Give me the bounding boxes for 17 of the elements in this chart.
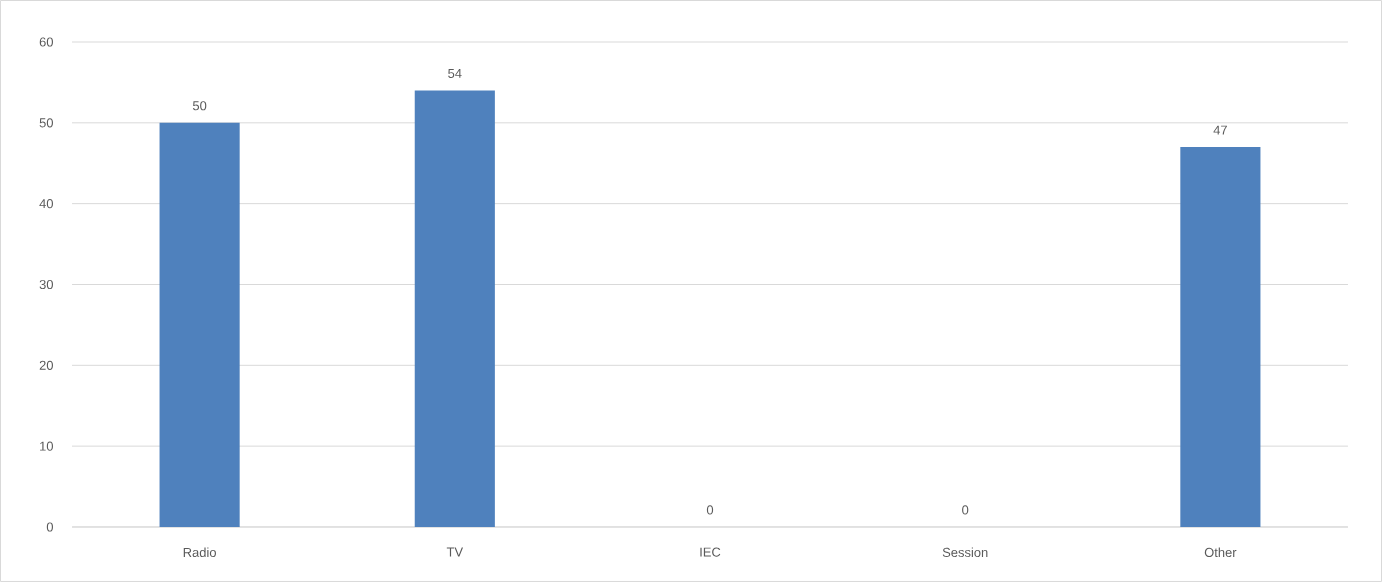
y-tick-label: 0 — [46, 522, 53, 532]
x-tick-label: IEC — [700, 547, 721, 557]
y-tick-label: 10 — [40, 441, 53, 451]
x-tick-label: Other — [1204, 547, 1237, 558]
data-label: 0 — [962, 505, 969, 515]
x-tick-label: Session — [942, 547, 988, 558]
data-label: 47 — [1213, 125, 1227, 135]
data-label: 0 — [706, 505, 714, 515]
y-tick-label: 60 — [39, 37, 53, 47]
y-tick-label: 50 — [39, 118, 53, 128]
data-label: 54 — [448, 68, 462, 78]
data-label: 50 — [192, 101, 207, 111]
y-tick-label: 20 — [39, 360, 53, 370]
y-tick-label: 40 — [39, 199, 53, 209]
x-tick-label: Radio — [183, 547, 216, 558]
x-tick-label: TV — [446, 547, 464, 557]
y-tick-label: 30 — [39, 279, 53, 290]
